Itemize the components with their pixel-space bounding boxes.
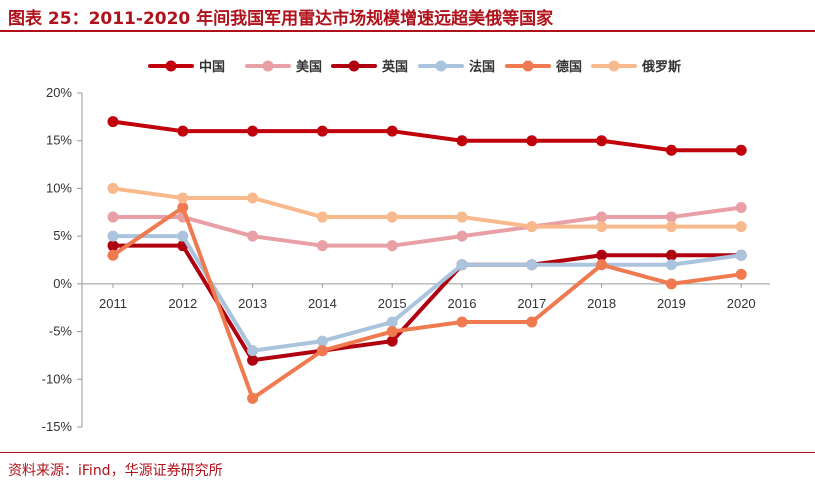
data-point	[247, 125, 259, 137]
data-point	[386, 125, 398, 137]
source-note: 资料来源：iFind，华源证券研究所	[8, 463, 223, 479]
y-tick-label: 10%	[46, 180, 72, 195]
data-point	[386, 335, 398, 347]
series-line-4	[111, 205, 744, 401]
data-point	[735, 202, 747, 214]
x-tick-label: 2013	[238, 296, 267, 311]
legend-label: 法国	[469, 59, 495, 75]
data-point	[316, 335, 328, 347]
data-point	[735, 268, 747, 280]
data-point	[596, 221, 608, 233]
y-tick-label: 15%	[46, 133, 72, 148]
legend-marker	[435, 60, 447, 72]
data-point	[735, 144, 747, 156]
data-point	[456, 316, 468, 328]
data-point	[665, 278, 677, 290]
x-tick-label: 2018	[587, 296, 616, 311]
data-point	[247, 354, 259, 366]
x-tick-label: 2020	[727, 296, 756, 311]
y-tick-label: 0%	[53, 276, 72, 291]
data-point	[107, 230, 119, 242]
y-tick-label: 5%	[53, 228, 72, 243]
x-tick-label: 2017	[517, 296, 546, 311]
legend-marker	[262, 60, 274, 72]
data-point	[316, 240, 328, 252]
series-line-5	[111, 186, 744, 229]
data-point	[665, 259, 677, 271]
data-point	[386, 326, 398, 338]
footer-divider	[0, 452, 815, 453]
data-point	[596, 211, 608, 223]
chart-title: 图表 25：2011-2020 年间我国军用雷达市场规模增速远超美俄等国家	[8, 9, 554, 29]
x-tick-label: 2011	[99, 296, 127, 311]
data-point	[596, 249, 608, 261]
data-point	[316, 211, 328, 223]
title-divider	[0, 30, 815, 32]
data-point	[456, 135, 468, 147]
legend-marker	[522, 60, 534, 72]
data-point	[386, 316, 398, 328]
data-point	[665, 221, 677, 233]
data-point	[247, 392, 259, 404]
data-point	[247, 345, 259, 357]
data-point	[456, 230, 468, 242]
legend-marker	[348, 60, 360, 72]
x-tick-label: 2019	[657, 296, 686, 311]
x-tick-label: 2015	[378, 296, 407, 311]
data-point	[526, 221, 538, 233]
data-point	[526, 135, 538, 147]
legend-label: 英国	[381, 59, 408, 75]
y-tick-label: -5%	[49, 324, 73, 339]
legend-marker	[165, 60, 177, 72]
x-tick-label: 2014	[308, 296, 337, 311]
series-line-3	[111, 234, 744, 353]
data-point	[177, 202, 189, 214]
legend-label: 德国	[556, 59, 582, 75]
y-tick-label: -15%	[42, 419, 73, 434]
data-point	[735, 249, 747, 261]
data-point	[665, 144, 677, 156]
data-point	[316, 345, 328, 357]
data-point	[665, 211, 677, 223]
data-point	[107, 211, 119, 223]
data-point	[735, 221, 747, 233]
data-point	[107, 240, 119, 252]
data-point	[386, 240, 398, 252]
data-point	[316, 125, 328, 137]
data-point	[526, 316, 538, 328]
data-point	[107, 182, 119, 194]
data-point	[247, 192, 259, 204]
data-point	[596, 135, 608, 147]
data-point	[526, 259, 538, 271]
legend-label: 俄罗斯	[641, 59, 681, 75]
data-point	[107, 249, 119, 261]
x-tick-label: 2012	[168, 296, 197, 311]
data-point	[247, 230, 259, 242]
series-line-0	[111, 119, 744, 153]
data-point	[177, 192, 189, 204]
legend-label: 美国	[296, 59, 322, 75]
y-tick-label: -10%	[42, 371, 73, 386]
data-point	[177, 125, 189, 137]
y-tick-label: 20%	[46, 85, 72, 100]
data-point	[386, 211, 398, 223]
data-point	[107, 116, 119, 128]
x-tick-label: 2016	[448, 296, 477, 311]
data-point	[456, 259, 468, 271]
data-point	[456, 211, 468, 223]
legend-marker	[608, 60, 620, 72]
series-line-1	[111, 205, 744, 248]
data-point	[177, 230, 189, 242]
legend-label: 中国	[199, 59, 225, 75]
data-point	[596, 259, 608, 271]
data-point	[665, 249, 677, 261]
